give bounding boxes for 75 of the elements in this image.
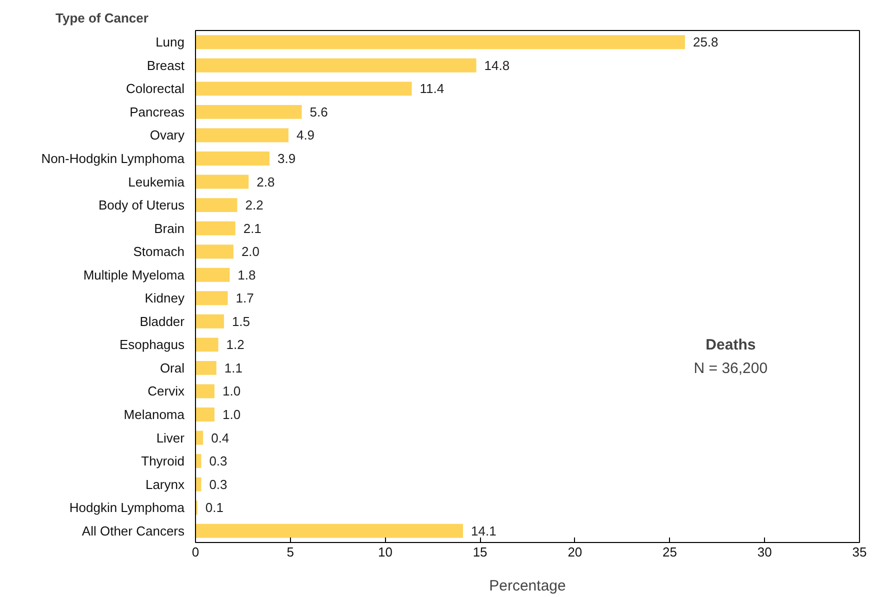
y-tick-label: Stomach bbox=[133, 244, 185, 260]
y-tick-label: Pancreas bbox=[130, 104, 185, 120]
data-label: 1.7 bbox=[236, 290, 254, 306]
y-tick-label: Multiple Myeloma bbox=[83, 267, 186, 282]
bar bbox=[196, 524, 463, 538]
x-tick-label: 0 bbox=[192, 544, 200, 560]
bar bbox=[196, 35, 685, 50]
bar bbox=[196, 384, 214, 398]
y-tick-label: Leukemia bbox=[128, 174, 186, 190]
bar bbox=[196, 198, 238, 212]
y-tick-label: Larynx bbox=[145, 476, 185, 492]
y-tick-label: Liver bbox=[156, 430, 186, 446]
annotation: N = 36,200 bbox=[694, 360, 768, 377]
y-tick-label: Melanoma bbox=[124, 407, 186, 422]
y-tick-label: Kidney bbox=[144, 290, 185, 306]
bar bbox=[196, 338, 218, 352]
y-axis-title: Type of Cancer bbox=[56, 10, 148, 26]
bar bbox=[196, 221, 236, 236]
bar bbox=[196, 268, 230, 282]
bar bbox=[196, 244, 234, 259]
y-tick-label: Cervix bbox=[148, 384, 185, 399]
data-label: 11.4 bbox=[420, 81, 444, 96]
y-tick-label: Hodgkin Lymphoma bbox=[69, 500, 186, 516]
bar bbox=[196, 104, 302, 119]
data-label: 25.8 bbox=[692, 34, 718, 50]
annotation: Deaths bbox=[706, 336, 756, 354]
data-label: 1.1 bbox=[224, 360, 242, 376]
data-label: 1.0 bbox=[222, 407, 241, 422]
y-tick-label: Colorectal bbox=[126, 81, 185, 96]
x-tick-label: 20 bbox=[568, 544, 582, 560]
data-label: 2.1 bbox=[243, 220, 262, 236]
data-label: 3.9 bbox=[277, 151, 296, 166]
y-tick-label: Thyroid bbox=[141, 454, 185, 469]
data-label: 2.8 bbox=[256, 174, 275, 190]
data-label: 2.2 bbox=[245, 198, 264, 213]
y-tick-label: Esophagus bbox=[119, 337, 185, 352]
data-label: 1.5 bbox=[232, 314, 250, 329]
data-label: 1.2 bbox=[226, 337, 244, 352]
y-tick-label: Oral bbox=[160, 360, 185, 376]
data-label: 0.4 bbox=[211, 430, 230, 446]
x-tick-label: 35 bbox=[852, 544, 867, 560]
y-tick-label: Brain bbox=[154, 220, 185, 236]
y-tick-label: Lung bbox=[156, 34, 184, 50]
data-label: 2.0 bbox=[241, 244, 260, 260]
data-label: 14.8 bbox=[484, 58, 510, 73]
data-label: 0.3 bbox=[209, 454, 228, 469]
bar bbox=[196, 58, 476, 72]
bar bbox=[196, 152, 270, 166]
x-tick-label: 25 bbox=[662, 544, 678, 560]
y-tick-label: Breast bbox=[146, 58, 185, 73]
y-tick-label: Body of Uterus bbox=[98, 198, 185, 213]
y-tick-label: Non-Hodgkin Lymphoma bbox=[41, 151, 186, 166]
data-label: 0.1 bbox=[205, 500, 224, 516]
bar bbox=[196, 314, 224, 328]
bar bbox=[196, 82, 412, 96]
data-label: 0.3 bbox=[209, 476, 228, 492]
data-label: 4.9 bbox=[296, 128, 315, 143]
x-tick-label: 30 bbox=[757, 544, 772, 560]
x-tick-label: 15 bbox=[472, 544, 488, 560]
x-tick-label: 10 bbox=[378, 544, 392, 560]
y-tick-label: All Other Cancers bbox=[82, 523, 185, 538]
bar bbox=[196, 128, 288, 142]
y-tick-label: Bladder bbox=[140, 314, 186, 329]
data-label: 1.0 bbox=[222, 384, 241, 399]
bar bbox=[196, 430, 204, 445]
data-label: 14.1 bbox=[470, 523, 496, 538]
y-tick-label: Ovary bbox=[150, 128, 185, 143]
bar bbox=[196, 408, 214, 422]
bar bbox=[196, 360, 216, 375]
x-axis-title: Percentage bbox=[489, 578, 566, 594]
x-tick-label: 5 bbox=[286, 544, 294, 560]
data-label: 1.8 bbox=[238, 267, 256, 282]
bar bbox=[196, 291, 228, 306]
data-label: 5.6 bbox=[310, 104, 328, 120]
bar bbox=[196, 174, 249, 189]
